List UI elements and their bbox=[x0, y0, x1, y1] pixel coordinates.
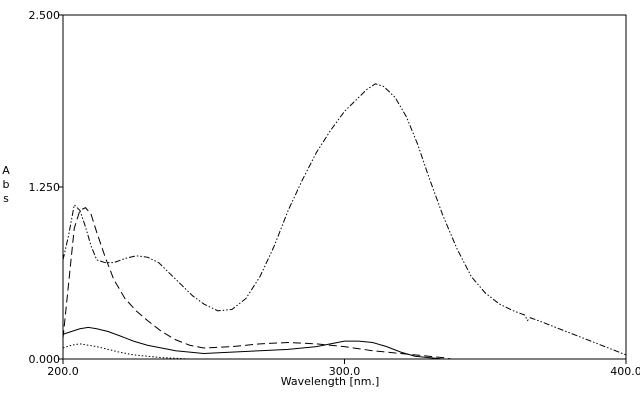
x-axis-ticks: 200.0 300.0 400.0 bbox=[47, 359, 640, 378]
series-dashed-line bbox=[62, 207, 452, 360]
y-axis-label-char: s bbox=[3, 192, 9, 205]
y-axis-ticks: 0.000 1.250 2.500 bbox=[29, 9, 63, 366]
y-tick-label: 2.500 bbox=[29, 9, 61, 22]
y-axis-label-char: b bbox=[3, 178, 10, 191]
series-group bbox=[62, 83, 627, 360]
series-dash-dot-dot-line bbox=[62, 83, 627, 356]
x-tick-label: 200.0 bbox=[47, 365, 79, 378]
x-axis-label: Wavelength [nm.] bbox=[281, 375, 380, 388]
y-axis-label: Abs bbox=[2, 164, 10, 205]
plot-frame bbox=[62, 14, 627, 360]
series-dotted-line bbox=[62, 343, 190, 360]
y-tick-label: 1.250 bbox=[29, 181, 61, 194]
series-solid-line bbox=[62, 326, 452, 360]
x-tick-label: 300.0 bbox=[329, 365, 361, 378]
x-tick-label: 400.0 bbox=[610, 365, 640, 378]
y-axis-label-char: A bbox=[2, 164, 10, 177]
y-tick-label: 0.000 bbox=[29, 353, 61, 366]
